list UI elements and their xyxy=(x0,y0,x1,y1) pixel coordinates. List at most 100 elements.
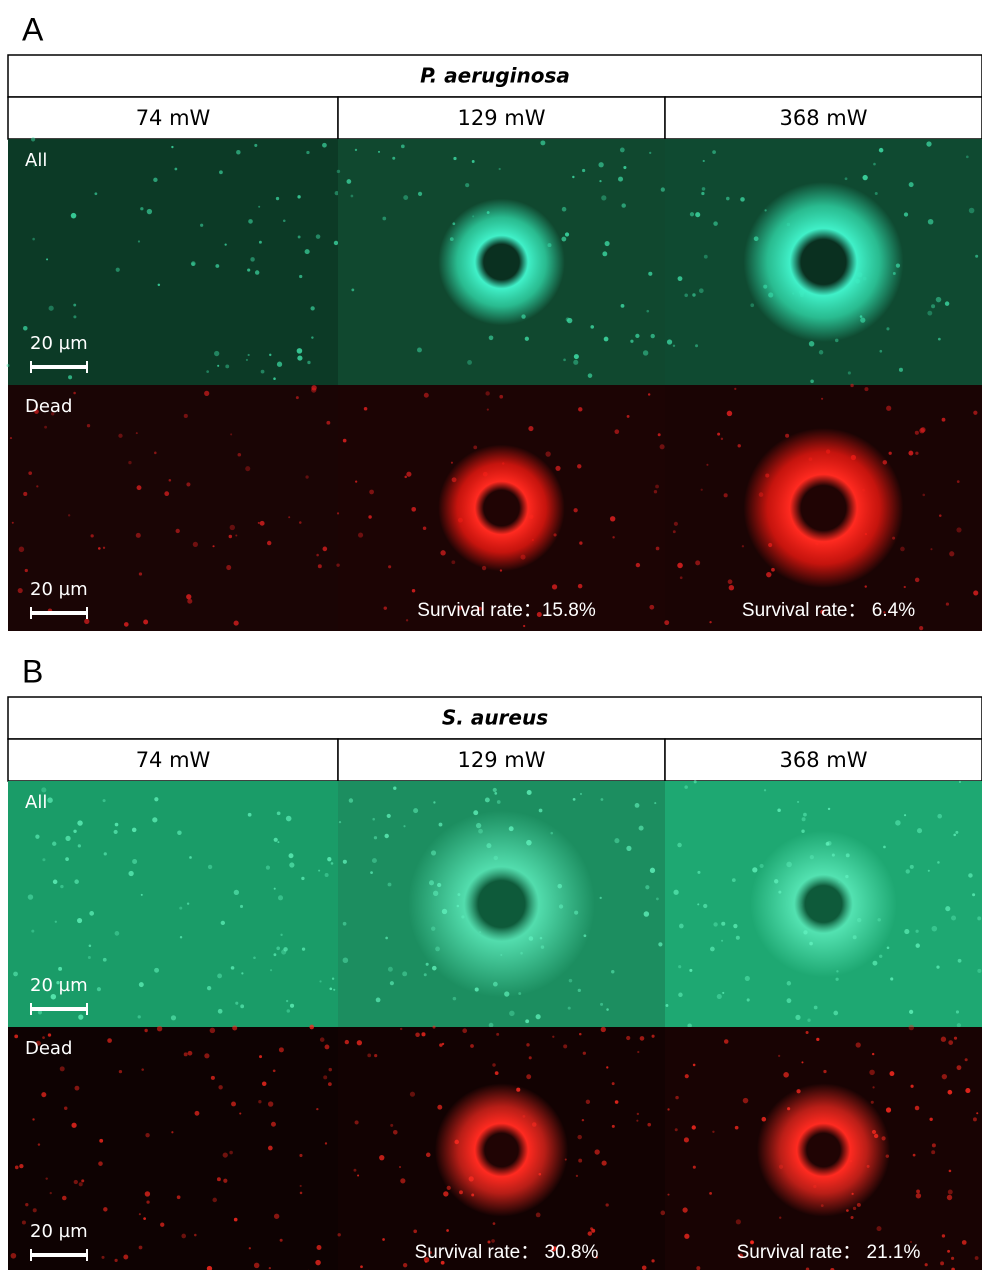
cell-dot xyxy=(704,255,708,259)
cell-dot xyxy=(735,1126,739,1130)
row-label: Dead xyxy=(25,1038,72,1059)
cell-dot xyxy=(357,1174,359,1176)
cell-dot xyxy=(235,535,237,537)
cell-dot xyxy=(336,563,339,566)
cell-dot xyxy=(493,788,497,792)
cell-dot xyxy=(678,993,682,997)
cell-dot xyxy=(184,1052,188,1056)
cell-dot xyxy=(378,151,380,153)
cell-dot xyxy=(65,857,69,861)
cell-dot xyxy=(177,1195,181,1199)
cell-dot xyxy=(851,1216,854,1219)
cell-dot xyxy=(606,1066,608,1068)
cell-dot xyxy=(325,1045,330,1050)
cell-dot xyxy=(797,801,799,803)
cell-dot xyxy=(694,780,697,783)
cell-dot xyxy=(139,982,144,987)
cell-dot xyxy=(193,542,198,547)
cell-dot xyxy=(89,944,92,947)
cell-dot xyxy=(649,152,651,154)
cell-dot xyxy=(958,959,962,963)
cell-dot xyxy=(909,1025,914,1030)
cell-dot xyxy=(318,564,322,568)
cell-dot xyxy=(269,1267,271,1269)
cell-dot xyxy=(437,1105,442,1110)
cell-dot xyxy=(297,195,300,198)
cell-dot xyxy=(778,1055,780,1057)
cell-dot xyxy=(48,1033,51,1036)
cell-dot xyxy=(290,1004,294,1008)
cell-dot xyxy=(89,911,94,916)
cell-dot xyxy=(25,569,28,572)
cell-dot xyxy=(276,197,279,200)
cell-dot xyxy=(693,1166,696,1169)
cell-dot xyxy=(577,464,581,468)
cell-dot xyxy=(98,1161,103,1166)
cell-dot xyxy=(945,301,949,305)
cell-dot xyxy=(277,841,279,843)
cell-dot xyxy=(279,1047,284,1052)
cell-dot xyxy=(33,1208,37,1212)
cell-dot xyxy=(218,1085,222,1089)
cell-dot xyxy=(956,1010,959,1013)
cell-dot xyxy=(316,1108,318,1110)
cell-dot xyxy=(640,1036,645,1041)
laser-spot xyxy=(744,182,904,342)
cell-dot xyxy=(286,1000,288,1002)
cell-dot xyxy=(238,453,242,457)
cell-dot xyxy=(612,1125,615,1128)
cell-dot xyxy=(886,1107,891,1112)
cell-dot xyxy=(417,347,422,352)
cell-dot xyxy=(87,424,90,427)
cell-dot xyxy=(46,258,48,260)
cell-dot xyxy=(809,341,815,347)
cell-dot xyxy=(636,563,640,567)
cell-dot xyxy=(403,825,405,827)
cell-dot xyxy=(218,1009,223,1014)
cell-dot xyxy=(871,1101,874,1104)
cell-dot xyxy=(937,814,942,819)
cell-dot xyxy=(563,1044,567,1048)
cell-dot xyxy=(334,241,338,245)
cell-dot xyxy=(158,284,160,286)
cell-dot xyxy=(141,894,143,896)
cell-dot xyxy=(271,1122,276,1127)
cell-dot xyxy=(115,823,119,827)
cell-dot xyxy=(684,785,688,789)
cell-dot xyxy=(747,998,750,1001)
cell-dot xyxy=(675,1096,678,1099)
panel-label: A xyxy=(22,11,44,47)
cell-dot xyxy=(145,1133,149,1137)
figure: AP. aeruginosa74 mW129 mW368 mWAll20 µmD… xyxy=(0,0,982,1270)
cell-dot xyxy=(154,968,159,973)
cell-dot xyxy=(965,1058,968,1061)
cell-dot xyxy=(810,379,814,383)
cell-dot xyxy=(94,192,97,195)
cell-dot xyxy=(311,336,313,338)
cell-dot xyxy=(801,830,804,833)
cell-dot xyxy=(343,860,347,864)
cell-dot xyxy=(959,781,961,783)
cell-dot xyxy=(322,143,327,148)
cell-dot xyxy=(620,148,625,153)
cell-dot xyxy=(667,1108,669,1110)
cell-dot xyxy=(864,387,868,391)
cell-dot xyxy=(379,1155,384,1160)
cell-dot xyxy=(697,903,699,905)
cell-dot xyxy=(175,168,178,171)
cell-dot xyxy=(274,888,276,890)
cell-dot xyxy=(889,1071,894,1076)
cell-dot xyxy=(176,529,180,533)
cell-dot xyxy=(368,515,371,518)
cell-dot xyxy=(578,407,582,411)
cell-dot xyxy=(141,1068,144,1071)
cell-dot xyxy=(656,547,660,551)
cell-dot xyxy=(138,240,140,242)
cell-dot xyxy=(956,527,961,532)
cell-dot xyxy=(104,852,107,855)
cell-dot xyxy=(955,831,958,834)
cell-dot xyxy=(654,802,656,804)
cell-dot xyxy=(374,836,377,839)
cell-dot xyxy=(384,606,387,609)
cell-dot xyxy=(393,787,396,790)
